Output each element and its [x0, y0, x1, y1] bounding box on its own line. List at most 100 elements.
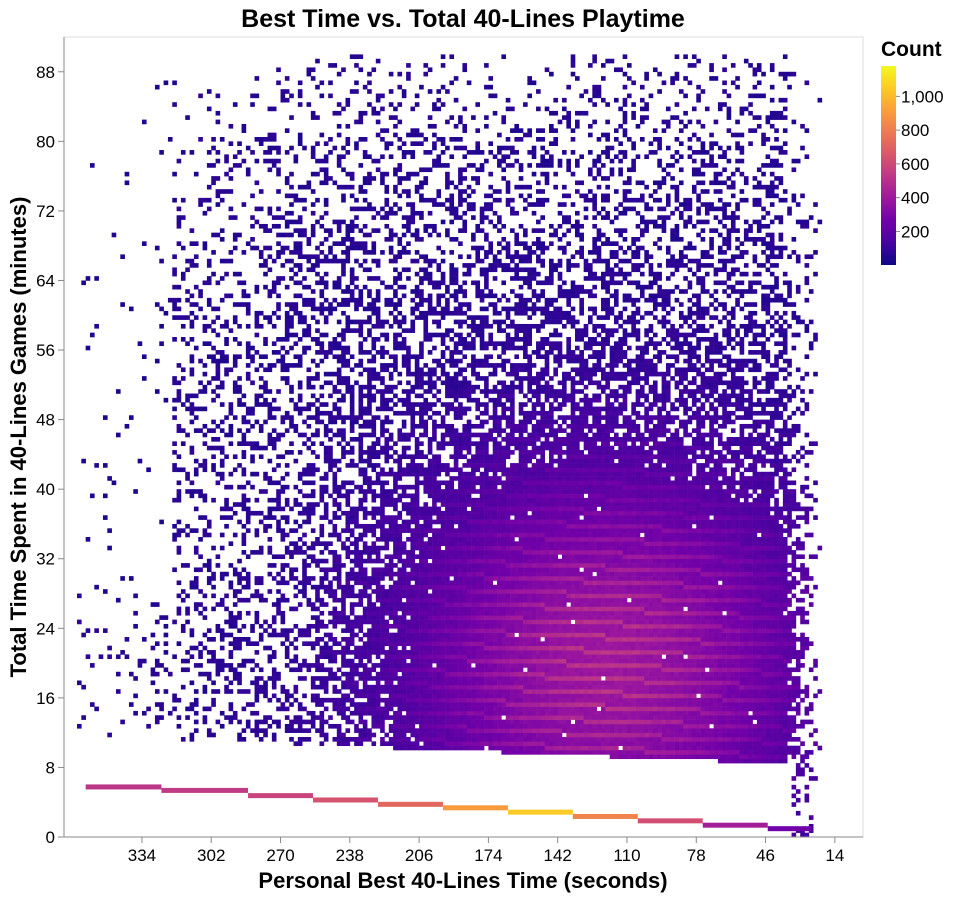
heatmap-cell	[419, 663, 424, 668]
heatmap-cell	[267, 410, 273, 416]
heatmap-cell	[440, 332, 446, 338]
heatmap-cell	[453, 545, 459, 551]
heatmap-cell	[336, 641, 342, 646]
heatmap-cell	[211, 445, 216, 451]
heatmap-cell	[310, 232, 316, 238]
heatmap-cell	[336, 367, 342, 373]
heatmap-cell	[310, 719, 316, 725]
heatmap-cell	[475, 284, 481, 290]
heatmap-cell	[475, 363, 481, 368]
heatmap-cell	[185, 715, 190, 720]
heatmap-cell	[276, 671, 281, 677]
heatmap-cell	[293, 550, 299, 555]
heatmap-cell	[401, 576, 407, 581]
heatmap-cell	[484, 732, 489, 738]
heatmap-cell	[462, 558, 468, 564]
heatmap-cell	[245, 306, 251, 312]
heatmap-cell	[414, 506, 420, 512]
heatmap-cell	[410, 428, 416, 433]
heatmap-cell	[419, 419, 424, 425]
heatmap-cell	[479, 523, 485, 529]
heatmap-cell	[401, 319, 407, 325]
heatmap-cell	[258, 545, 264, 551]
heatmap-cell	[475, 415, 481, 420]
heatmap-cell	[267, 715, 273, 720]
heatmap-cell	[302, 641, 307, 646]
heatmap-cell	[224, 593, 229, 599]
heatmap-cell	[263, 228, 268, 233]
heatmap-cell	[354, 80, 359, 86]
heatmap-cell	[76, 619, 82, 625]
heatmap-cell	[436, 458, 442, 464]
heatmap-cell	[180, 623, 186, 629]
heatmap-cell	[410, 150, 416, 155]
heatmap-cell	[466, 150, 472, 155]
heatmap-cell	[466, 554, 472, 560]
heatmap-cell	[449, 745, 455, 751]
heatmap-cell	[479, 671, 485, 677]
heatmap-cell	[432, 471, 437, 477]
heatmap-cell	[180, 467, 186, 473]
heatmap-cell	[427, 610, 433, 616]
heatmap-cell	[250, 484, 255, 490]
heatmap-cell	[198, 663, 203, 668]
heatmap-cell	[453, 289, 459, 294]
heatmap-cell	[85, 654, 91, 660]
heatmap-cell	[471, 506, 476, 512]
heatmap-cell	[297, 267, 303, 273]
heatmap-cell	[401, 141, 407, 146]
heatmap-cell	[349, 532, 355, 538]
heatmap-cell	[466, 532, 472, 538]
heatmap-cell	[462, 367, 468, 373]
heatmap-cell	[284, 380, 290, 386]
heatmap-cell	[445, 306, 450, 312]
heatmap-cell	[189, 480, 195, 486]
heatmap-cell	[406, 745, 411, 751]
heatmap-cell	[341, 480, 346, 486]
heatmap-cell	[436, 732, 442, 738]
heatmap-cell	[349, 437, 355, 442]
heatmap-cell	[462, 510, 468, 516]
heatmap-cell	[423, 71, 429, 77]
heatmap-cell	[375, 376, 381, 381]
heatmap-cell	[241, 289, 247, 294]
heatmap-cell	[406, 76, 411, 81]
heatmap-cell	[458, 745, 463, 751]
heatmap-cell	[406, 628, 411, 633]
heatmap-cell	[401, 637, 407, 642]
heatmap-cell	[319, 680, 325, 686]
heatmap-cell	[406, 723, 411, 729]
heatmap-cell	[289, 276, 294, 281]
heatmap-cell	[371, 489, 377, 494]
heatmap-cell	[419, 684, 424, 690]
heatmap-cell	[419, 632, 424, 638]
heatmap-cell	[293, 293, 299, 299]
heatmap-cell	[458, 445, 463, 451]
heatmap-cell	[471, 545, 476, 551]
heatmap-cell	[410, 289, 416, 294]
heatmap-cell	[328, 80, 333, 86]
heatmap-cell	[427, 441, 433, 446]
heatmap-cell	[107, 732, 112, 738]
heatmap-cell	[154, 619, 160, 625]
heatmap-cell	[475, 145, 481, 151]
heatmap-cell	[367, 328, 372, 333]
heatmap-cell	[445, 558, 450, 564]
heatmap-cell	[297, 380, 303, 386]
heatmap-cell	[380, 658, 385, 664]
heatmap-cell	[449, 732, 455, 738]
heatmap-cell	[436, 310, 442, 316]
heatmap-cell	[336, 558, 342, 564]
heatmap-cell	[315, 623, 320, 629]
heatmap-cell	[388, 576, 394, 581]
heatmap-cell	[159, 258, 164, 264]
heatmap-cell	[427, 371, 433, 377]
heatmap-cell	[458, 654, 463, 660]
heatmap-cell	[471, 715, 476, 720]
heatmap-cell	[423, 641, 429, 646]
heatmap-cell	[237, 645, 242, 651]
heatmap-cell	[423, 663, 429, 668]
heatmap-cell	[362, 676, 368, 681]
heatmap-cell	[358, 550, 364, 555]
heatmap-cell	[466, 576, 472, 581]
